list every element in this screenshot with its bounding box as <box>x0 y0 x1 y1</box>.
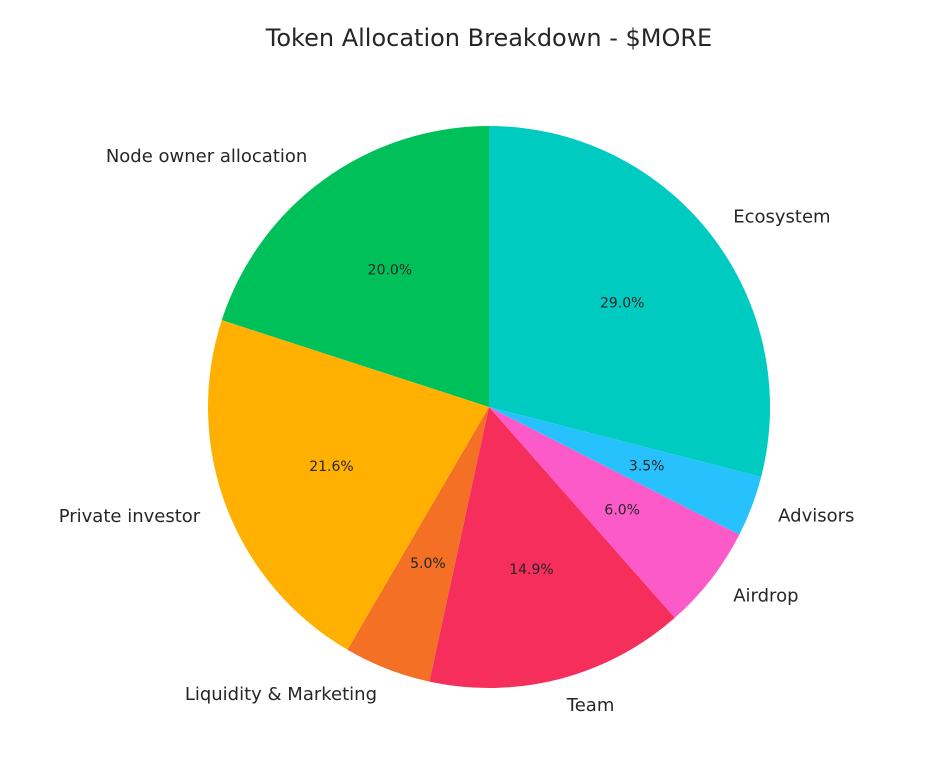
pie-slice-liquidity-and-marketing <box>347 407 489 682</box>
pie-percent-labels: 20.0% 21.6% 5.0% 14.9% 6.0% 3.5% 29.0% <box>309 263 664 579</box>
chart-title: Token Allocation Breakdown - $MORE <box>265 24 712 52</box>
slice-percent-airdrop: 6.0% <box>604 502 640 518</box>
pie-slice-ecosystem <box>489 126 770 477</box>
slice-percent-node-owner-allocation: 20.0% <box>368 263 412 279</box>
slice-label-airdrop: Airdrop <box>733 585 798 606</box>
slice-label-private-investor: Private investor <box>59 506 201 527</box>
slice-label-ecosystem: Ecosystem <box>733 207 830 228</box>
slice-label-node-owner-allocation: Node owner allocation <box>106 146 308 167</box>
slice-percent-liquidity-and-marketing: 5.0% <box>410 556 446 572</box>
slice-percent-ecosystem: 29.0% <box>600 296 644 312</box>
slice-label-advisors: Advisors <box>778 505 854 526</box>
slice-percent-team: 14.9% <box>509 562 553 578</box>
pie-slice-node-owner-allocation <box>221 126 489 407</box>
slice-label-liquidity-and-marketing: Liquidity & Marketing <box>185 684 377 705</box>
pie-slice-team <box>429 407 675 688</box>
slice-percent-advisors: 3.5% <box>629 459 665 475</box>
slice-label-team: Team <box>566 695 615 716</box>
pie-slices <box>208 126 770 688</box>
pie-slice-private-investor <box>208 320 490 650</box>
pie-slice-advisors <box>489 407 762 535</box>
pie-labels: Node owner allocation Private investor Liq… <box>59 146 855 716</box>
slice-percent-private-investor: 21.6% <box>309 459 353 475</box>
pie-slice-airdrop <box>489 407 740 618</box>
